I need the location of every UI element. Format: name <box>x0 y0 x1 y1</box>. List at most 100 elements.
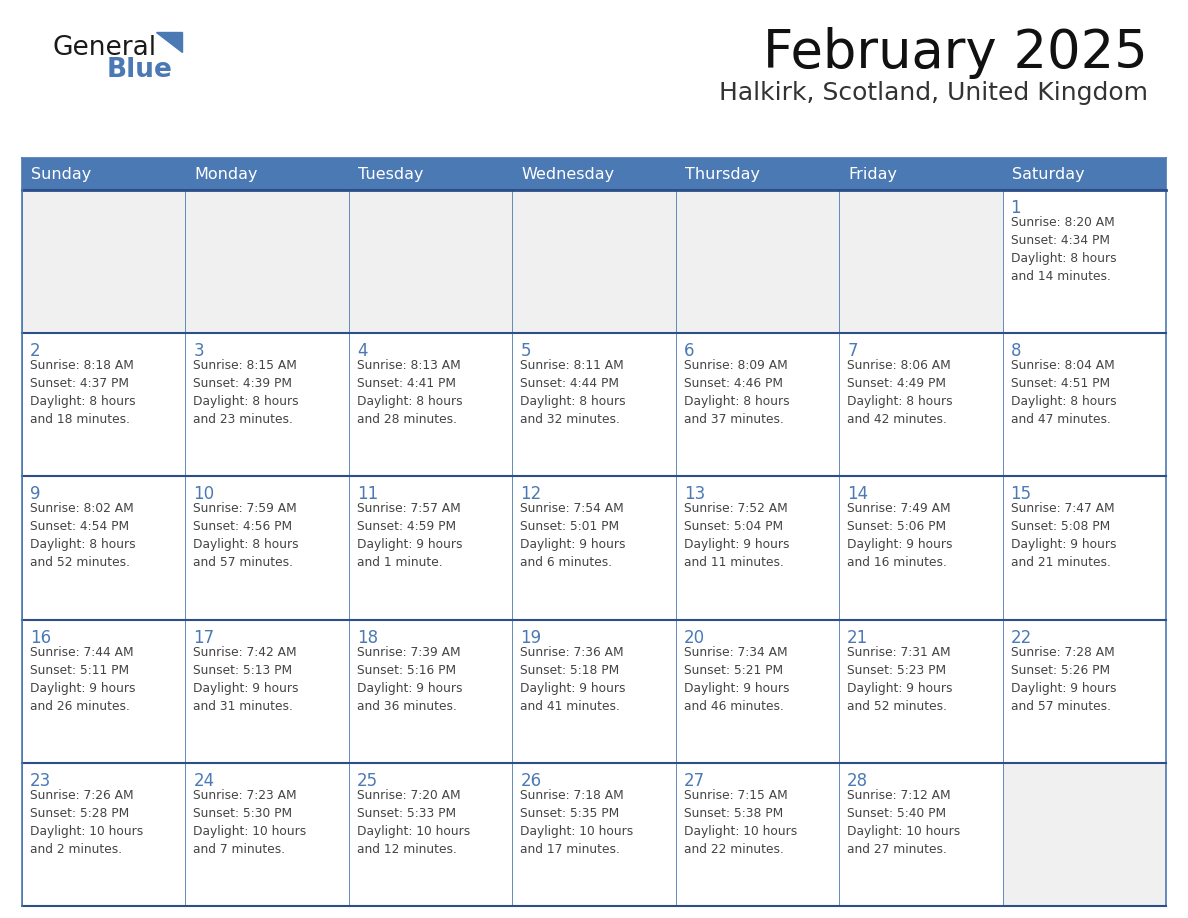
Bar <box>839 620 1003 763</box>
Bar <box>1003 333 1165 476</box>
Text: Sunrise: 7:52 AM
Sunset: 5:04 PM
Daylight: 9 hours
and 11 minutes.: Sunrise: 7:52 AM Sunset: 5:04 PM Dayligh… <box>684 502 789 569</box>
Text: General: General <box>52 35 156 61</box>
Text: 26: 26 <box>520 772 542 789</box>
Bar <box>185 476 349 620</box>
Bar <box>349 476 512 620</box>
Text: Sunrise: 8:11 AM
Sunset: 4:44 PM
Daylight: 8 hours
and 32 minutes.: Sunrise: 8:11 AM Sunset: 4:44 PM Dayligh… <box>520 359 626 426</box>
Text: Sunrise: 7:26 AM
Sunset: 5:28 PM
Daylight: 10 hours
and 2 minutes.: Sunrise: 7:26 AM Sunset: 5:28 PM Dayligh… <box>30 789 144 856</box>
Text: Monday: Monday <box>195 166 258 182</box>
Text: Sunrise: 7:39 AM
Sunset: 5:16 PM
Daylight: 9 hours
and 36 minutes.: Sunrise: 7:39 AM Sunset: 5:16 PM Dayligh… <box>356 645 462 712</box>
Text: 27: 27 <box>684 772 704 789</box>
Text: 5: 5 <box>520 342 531 360</box>
Text: Sunrise: 7:20 AM
Sunset: 5:33 PM
Daylight: 10 hours
and 12 minutes.: Sunrise: 7:20 AM Sunset: 5:33 PM Dayligh… <box>356 789 470 856</box>
Text: Sunrise: 7:44 AM
Sunset: 5:11 PM
Daylight: 9 hours
and 26 minutes.: Sunrise: 7:44 AM Sunset: 5:11 PM Dayligh… <box>30 645 135 712</box>
Bar <box>676 476 839 620</box>
Bar <box>512 476 676 620</box>
Bar <box>839 763 1003 906</box>
Bar <box>512 763 676 906</box>
Text: 19: 19 <box>520 629 542 646</box>
Text: Sunrise: 8:02 AM
Sunset: 4:54 PM
Daylight: 8 hours
and 52 minutes.: Sunrise: 8:02 AM Sunset: 4:54 PM Dayligh… <box>30 502 135 569</box>
Text: 3: 3 <box>194 342 204 360</box>
Text: Sunrise: 8:20 AM
Sunset: 4:34 PM
Daylight: 8 hours
and 14 minutes.: Sunrise: 8:20 AM Sunset: 4:34 PM Dayligh… <box>1011 216 1117 283</box>
Bar <box>676 620 839 763</box>
Bar <box>1003 190 1165 333</box>
Text: February 2025: February 2025 <box>763 27 1148 79</box>
Bar <box>185 763 349 906</box>
Text: 15: 15 <box>1011 486 1031 503</box>
Bar <box>512 190 676 333</box>
Text: Sunrise: 8:18 AM
Sunset: 4:37 PM
Daylight: 8 hours
and 18 minutes.: Sunrise: 8:18 AM Sunset: 4:37 PM Dayligh… <box>30 359 135 426</box>
Bar <box>185 333 349 476</box>
Text: 16: 16 <box>30 629 51 646</box>
Text: Blue: Blue <box>107 57 173 83</box>
Text: 2: 2 <box>30 342 40 360</box>
Bar <box>512 620 676 763</box>
Text: Sunrise: 7:15 AM
Sunset: 5:38 PM
Daylight: 10 hours
and 22 minutes.: Sunrise: 7:15 AM Sunset: 5:38 PM Dayligh… <box>684 789 797 856</box>
Text: 13: 13 <box>684 486 704 503</box>
Text: Sunrise: 8:04 AM
Sunset: 4:51 PM
Daylight: 8 hours
and 47 minutes.: Sunrise: 8:04 AM Sunset: 4:51 PM Dayligh… <box>1011 359 1117 426</box>
Text: Sunrise: 7:42 AM
Sunset: 5:13 PM
Daylight: 9 hours
and 31 minutes.: Sunrise: 7:42 AM Sunset: 5:13 PM Dayligh… <box>194 645 299 712</box>
Text: Sunrise: 7:47 AM
Sunset: 5:08 PM
Daylight: 9 hours
and 21 minutes.: Sunrise: 7:47 AM Sunset: 5:08 PM Dayligh… <box>1011 502 1116 569</box>
Text: Sunrise: 7:12 AM
Sunset: 5:40 PM
Daylight: 10 hours
and 27 minutes.: Sunrise: 7:12 AM Sunset: 5:40 PM Dayligh… <box>847 789 960 856</box>
Bar <box>185 190 349 333</box>
Bar <box>839 476 1003 620</box>
Bar <box>839 190 1003 333</box>
Text: Sunrise: 7:28 AM
Sunset: 5:26 PM
Daylight: 9 hours
and 57 minutes.: Sunrise: 7:28 AM Sunset: 5:26 PM Dayligh… <box>1011 645 1116 712</box>
Text: 18: 18 <box>356 629 378 646</box>
Text: Sunrise: 7:31 AM
Sunset: 5:23 PM
Daylight: 9 hours
and 52 minutes.: Sunrise: 7:31 AM Sunset: 5:23 PM Dayligh… <box>847 645 953 712</box>
Text: 8: 8 <box>1011 342 1020 360</box>
Text: Sunrise: 7:59 AM
Sunset: 4:56 PM
Daylight: 8 hours
and 57 minutes.: Sunrise: 7:59 AM Sunset: 4:56 PM Dayligh… <box>194 502 299 569</box>
Bar <box>23 333 185 476</box>
Bar <box>1003 620 1165 763</box>
Text: Sunrise: 8:06 AM
Sunset: 4:49 PM
Daylight: 8 hours
and 42 minutes.: Sunrise: 8:06 AM Sunset: 4:49 PM Dayligh… <box>847 359 953 426</box>
Text: Sunrise: 8:13 AM
Sunset: 4:41 PM
Daylight: 8 hours
and 28 minutes.: Sunrise: 8:13 AM Sunset: 4:41 PM Dayligh… <box>356 359 462 426</box>
Text: Sunrise: 8:09 AM
Sunset: 4:46 PM
Daylight: 8 hours
and 37 minutes.: Sunrise: 8:09 AM Sunset: 4:46 PM Dayligh… <box>684 359 789 426</box>
Bar <box>839 333 1003 476</box>
Text: 22: 22 <box>1011 629 1032 646</box>
Text: 17: 17 <box>194 629 215 646</box>
Text: 9: 9 <box>30 486 40 503</box>
Text: Thursday: Thursday <box>684 166 759 182</box>
Text: Saturday: Saturday <box>1011 166 1085 182</box>
Text: Friday: Friday <box>848 166 897 182</box>
Text: Wednesday: Wednesday <box>522 166 614 182</box>
Text: Sunrise: 7:57 AM
Sunset: 4:59 PM
Daylight: 9 hours
and 1 minute.: Sunrise: 7:57 AM Sunset: 4:59 PM Dayligh… <box>356 502 462 569</box>
Text: Sunrise: 7:23 AM
Sunset: 5:30 PM
Daylight: 10 hours
and 7 minutes.: Sunrise: 7:23 AM Sunset: 5:30 PM Dayligh… <box>194 789 307 856</box>
Bar <box>23 190 185 333</box>
Text: 23: 23 <box>30 772 51 789</box>
Polygon shape <box>156 32 182 52</box>
Bar <box>185 620 349 763</box>
Bar <box>676 190 839 333</box>
Text: 6: 6 <box>684 342 694 360</box>
Bar <box>23 620 185 763</box>
Text: 25: 25 <box>356 772 378 789</box>
Bar <box>349 763 512 906</box>
Text: 20: 20 <box>684 629 704 646</box>
Text: 21: 21 <box>847 629 868 646</box>
Text: 7: 7 <box>847 342 858 360</box>
Text: Tuesday: Tuesday <box>358 166 423 182</box>
Text: Halkirk, Scotland, United Kingdom: Halkirk, Scotland, United Kingdom <box>719 81 1148 105</box>
Text: Sunrise: 8:15 AM
Sunset: 4:39 PM
Daylight: 8 hours
and 23 minutes.: Sunrise: 8:15 AM Sunset: 4:39 PM Dayligh… <box>194 359 299 426</box>
Text: 1: 1 <box>1011 199 1022 217</box>
Bar <box>1003 476 1165 620</box>
Text: 10: 10 <box>194 486 215 503</box>
Bar <box>1003 763 1165 906</box>
Bar <box>676 763 839 906</box>
Text: 11: 11 <box>356 486 378 503</box>
Text: Sunrise: 7:36 AM
Sunset: 5:18 PM
Daylight: 9 hours
and 41 minutes.: Sunrise: 7:36 AM Sunset: 5:18 PM Dayligh… <box>520 645 626 712</box>
Bar <box>23 158 1165 190</box>
Bar <box>23 763 185 906</box>
Bar <box>676 333 839 476</box>
Bar <box>23 476 185 620</box>
Text: Sunrise: 7:49 AM
Sunset: 5:06 PM
Daylight: 9 hours
and 16 minutes.: Sunrise: 7:49 AM Sunset: 5:06 PM Dayligh… <box>847 502 953 569</box>
Text: Sunrise: 7:34 AM
Sunset: 5:21 PM
Daylight: 9 hours
and 46 minutes.: Sunrise: 7:34 AM Sunset: 5:21 PM Dayligh… <box>684 645 789 712</box>
Text: 12: 12 <box>520 486 542 503</box>
Bar <box>349 190 512 333</box>
Text: Sunday: Sunday <box>31 166 91 182</box>
Bar <box>512 333 676 476</box>
Bar <box>349 333 512 476</box>
Text: Sunrise: 7:54 AM
Sunset: 5:01 PM
Daylight: 9 hours
and 6 minutes.: Sunrise: 7:54 AM Sunset: 5:01 PM Dayligh… <box>520 502 626 569</box>
Text: 4: 4 <box>356 342 367 360</box>
Text: 14: 14 <box>847 486 868 503</box>
